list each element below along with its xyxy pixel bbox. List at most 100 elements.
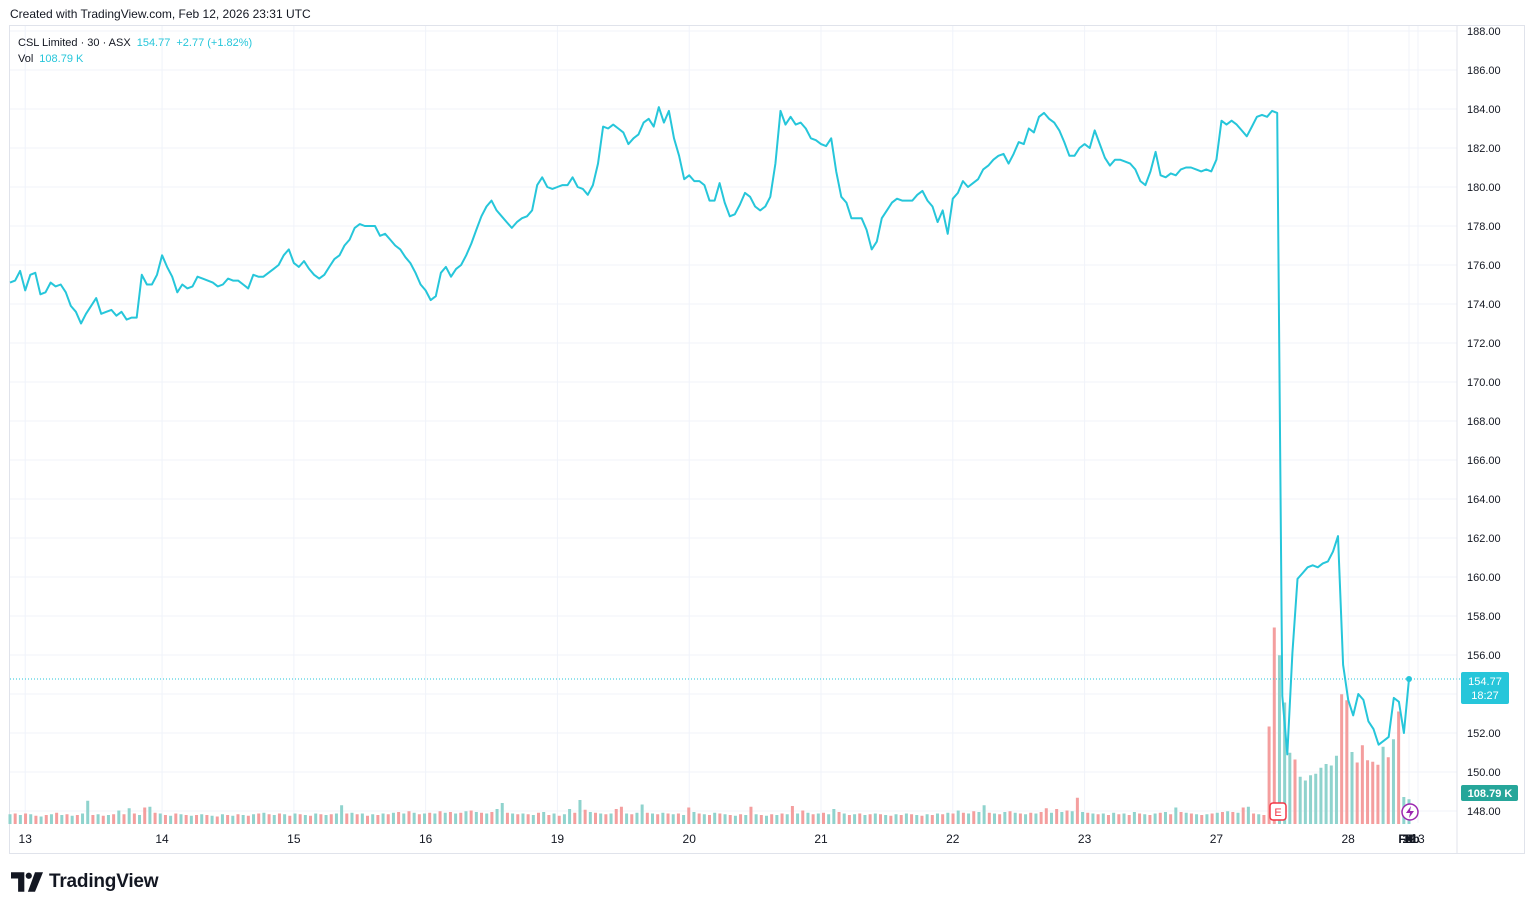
volume-label[interactable]: Vol [18,53,34,65]
y-tick-label: 184.00 [1467,104,1501,116]
volume-bar [184,815,188,824]
volume-bar [1272,627,1276,824]
volume-bar [739,814,743,824]
y-tick-label: 186.00 [1467,65,1501,77]
volume-bar [8,814,12,824]
volume-bar [1024,814,1028,824]
volume-bar [1169,814,1173,824]
y-tick-label: 152.00 [1467,728,1501,740]
volume-bar [1309,775,1313,824]
x-tick-label: 5 [1406,832,1413,846]
volume-bar [1381,746,1385,824]
volume-bar [884,815,888,824]
volume-bar [982,805,986,824]
volume-bar [599,813,603,824]
created-with-caption: Created with TradingView.com, Feb 12, 20… [10,7,311,21]
volume-bar [583,809,587,824]
volume-bar [904,813,908,824]
volume-bar [661,812,665,824]
volume-bar [811,814,815,824]
y-tick-label: 158.00 [1467,611,1501,623]
y-tick-label: 156.00 [1467,650,1501,662]
volume-bar [226,815,230,824]
symbol-label[interactable]: CSL Limited · 30 · ASX [18,37,131,49]
volume-bar [257,813,261,824]
volume-bar [200,814,204,824]
volume-bar [49,814,53,824]
volume-bar [946,812,950,824]
volume-bar [1236,812,1240,824]
volume-bar [640,804,644,824]
volume-bar [713,812,717,824]
volume-bar [495,809,499,824]
earnings-marker[interactable]: E [1269,802,1287,821]
volume-bar [930,815,934,824]
volume-bar [1324,764,1328,824]
volume-bar [614,809,618,824]
volume-bar [521,813,525,824]
volume-bar [303,815,307,824]
volume-bar [1018,813,1022,824]
y-axis: 188.00 186.00 184.00 182.00 180.00 178.00 176.… [1456,26,1501,853]
x-tick-label: 13 [1411,832,1425,846]
volume-bar [1319,767,1323,824]
volume-bar [977,812,981,824]
volume-bar [635,812,639,824]
volume-bar [894,814,898,824]
volume-bar [1252,813,1256,824]
x-tick-label: 27 [1210,832,1224,846]
volume-bar [371,814,375,824]
volume-bar [189,815,193,824]
volume-bar [288,815,292,824]
volume-bar [272,815,276,824]
volume-bar [231,815,235,824]
volume-bar [355,814,359,824]
last-price-dot [1406,675,1412,682]
volume-bar [1293,759,1297,824]
volume-bar [1288,752,1292,824]
countdown-label: 18:27 [1471,690,1499,702]
volume-bar [215,816,219,824]
volume-bar [1060,812,1064,824]
tradingview-branding[interactable]: TradingView [11,871,159,893]
volume-bar [459,812,463,824]
y-tick-label: 164.00 [1467,494,1501,506]
volume-bar [925,814,929,824]
volume-bar [340,805,344,824]
y-tick-label: 162.00 [1467,533,1501,545]
y-tick-label: 176.00 [1467,260,1501,272]
volume-bar [169,815,173,824]
volume-bar [1127,815,1131,824]
volume-bar [1329,765,1333,824]
volume-bar [625,813,629,824]
volume-bar [148,806,152,824]
volume-bar [70,815,74,824]
volume-bar [1008,811,1012,824]
volume-bar [1210,813,1214,824]
x-tick-label: 21 [814,832,828,846]
volume-bar [485,813,489,824]
volume-bar [676,813,680,824]
dividend-marker[interactable] [1401,803,1419,821]
volume-bar [1091,813,1095,824]
volume-bar [1397,711,1401,824]
volume-bar [801,810,805,824]
volume-bar [345,813,349,824]
volume-bar [1013,812,1017,824]
y-tick-label: 188.00 [1467,26,1501,38]
volume-bar [309,815,313,824]
volume-bar [195,815,199,824]
volume-bar [138,815,142,824]
x-tick-label: 6 [1406,832,1413,846]
volume-bar [868,814,872,824]
last-volume-label: 108.79 K [1468,788,1513,800]
volume-bar [386,814,390,824]
volume-bar [842,813,846,824]
y-tick-label: 182.00 [1467,143,1501,155]
volume-bar [987,812,991,824]
volume-bar [1138,813,1142,824]
volume-bar [1174,807,1178,824]
volume-bar [1106,815,1110,824]
x-tick-label: 10 [1402,832,1416,846]
